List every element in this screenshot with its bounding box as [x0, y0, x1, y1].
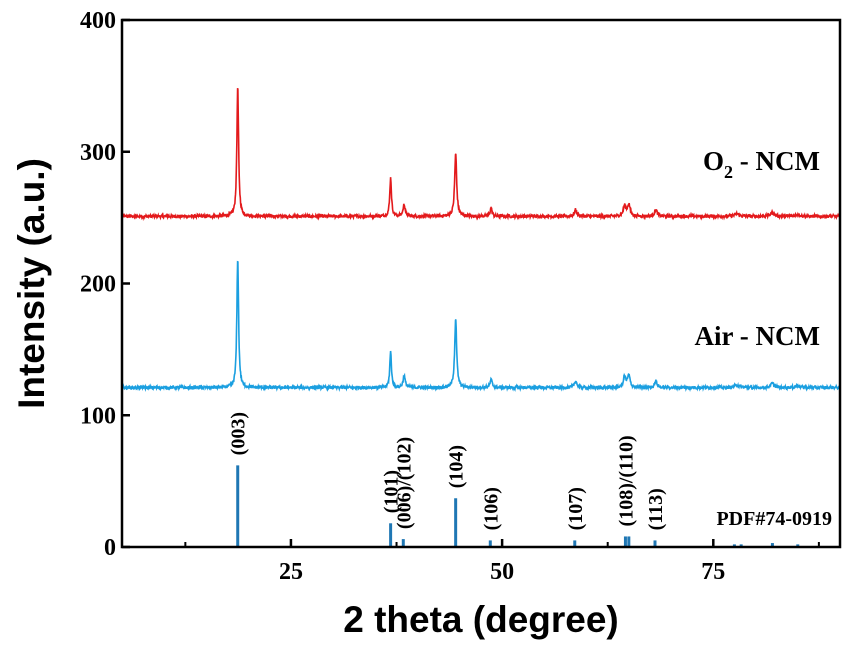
series-lines	[121, 87, 841, 393]
series-label-o2-rest: - NCM	[733, 146, 820, 176]
y-tick-label: 400	[80, 8, 116, 34]
y-axis-ticks: 0 100 200 300 400	[80, 8, 130, 561]
hkl-label: (003)	[228, 412, 250, 455]
hkl-label: (113)	[645, 488, 667, 530]
hkl-label: (006)/(102)	[393, 437, 415, 529]
y-tick-label: 300	[80, 140, 116, 166]
hkl-label: (104)	[446, 445, 468, 488]
x-tick-label: 75	[701, 559, 725, 585]
series-label-air-ncm: Air - NCM	[695, 321, 820, 351]
y-axis-title: Intensity (a.u.)	[11, 158, 52, 409]
series-label-o2-subscript: 2	[724, 162, 733, 182]
hkl-label: (107)	[565, 487, 587, 530]
y-tick-label: 0	[104, 535, 116, 561]
hkl-label: (101)	[381, 470, 403, 513]
plot-frame	[120, 18, 842, 549]
x-axis-ticks: 25 50 75	[184, 539, 820, 585]
reference-hkl-labels: (003) (101)(006)/(102) (104) (106) (107) (108…	[228, 412, 667, 530]
x-tick-label: 25	[279, 559, 303, 585]
series-label-o2-main: O	[703, 146, 724, 176]
reference-card-label: PDF#74-0919	[716, 508, 832, 530]
series-label-o2-ncm: O2 - NCM	[703, 146, 820, 182]
hkl-label: (108)/(110)	[615, 435, 637, 526]
series-line-air-ncm	[121, 260, 840, 393]
y-tick-label: 100	[80, 403, 116, 429]
y-tick-label: 200	[80, 272, 116, 298]
hkl-label: (106)	[480, 487, 502, 530]
series-line-o2-ncm	[121, 87, 841, 222]
reference-sticks	[236, 465, 800, 547]
x-tick-label: 50	[490, 559, 514, 585]
x-axis-title: 2 theta (degree)	[343, 599, 619, 640]
